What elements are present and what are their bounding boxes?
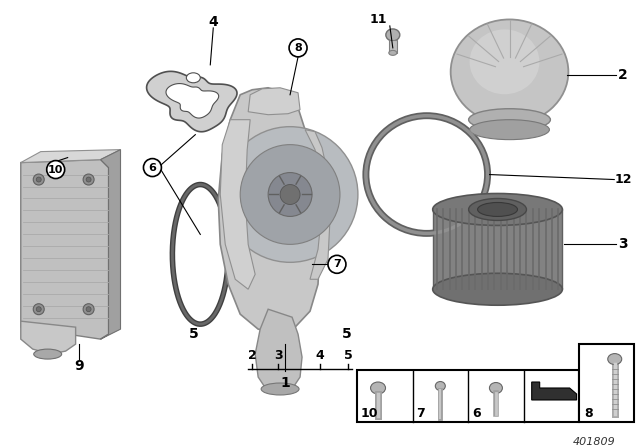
Text: 6: 6 — [472, 407, 481, 420]
Text: 5: 5 — [344, 349, 352, 362]
Circle shape — [33, 304, 44, 314]
Text: 10: 10 — [48, 164, 63, 175]
Ellipse shape — [451, 19, 568, 124]
Circle shape — [328, 255, 346, 273]
Polygon shape — [20, 321, 76, 354]
Ellipse shape — [34, 349, 61, 359]
Ellipse shape — [477, 202, 518, 216]
Polygon shape — [100, 150, 120, 339]
Ellipse shape — [389, 50, 397, 56]
Circle shape — [268, 172, 312, 216]
Text: 11: 11 — [369, 13, 387, 26]
Polygon shape — [305, 129, 330, 279]
Circle shape — [280, 185, 300, 204]
Ellipse shape — [371, 382, 385, 394]
Ellipse shape — [433, 194, 563, 225]
Circle shape — [143, 159, 161, 177]
Circle shape — [86, 177, 91, 182]
Circle shape — [47, 160, 65, 179]
Polygon shape — [20, 150, 120, 163]
Ellipse shape — [470, 30, 540, 94]
Text: 7: 7 — [417, 407, 425, 420]
Ellipse shape — [435, 382, 445, 391]
Circle shape — [83, 304, 94, 314]
Polygon shape — [218, 88, 320, 332]
Circle shape — [33, 174, 44, 185]
Ellipse shape — [490, 383, 502, 393]
Text: 10: 10 — [361, 407, 378, 420]
Circle shape — [289, 39, 307, 57]
Circle shape — [83, 174, 94, 185]
Polygon shape — [255, 309, 302, 392]
Ellipse shape — [386, 29, 400, 41]
Polygon shape — [20, 159, 109, 339]
Polygon shape — [389, 40, 397, 53]
Text: 1: 1 — [280, 376, 290, 390]
Text: 7: 7 — [333, 259, 341, 269]
Polygon shape — [147, 71, 237, 132]
Polygon shape — [166, 84, 219, 118]
Polygon shape — [532, 382, 577, 400]
Text: 401809: 401809 — [573, 437, 616, 447]
Ellipse shape — [186, 73, 200, 83]
Text: 3: 3 — [274, 349, 282, 362]
Polygon shape — [248, 88, 300, 115]
Polygon shape — [220, 120, 255, 289]
Circle shape — [36, 177, 41, 182]
Ellipse shape — [261, 383, 299, 395]
Text: 6: 6 — [148, 163, 156, 172]
Ellipse shape — [470, 120, 549, 140]
Text: 5: 5 — [188, 327, 198, 341]
Text: 4: 4 — [209, 15, 218, 29]
Ellipse shape — [468, 109, 550, 131]
Bar — [579, 344, 634, 422]
Text: 8: 8 — [584, 407, 593, 420]
Circle shape — [36, 307, 41, 312]
Text: 5: 5 — [342, 327, 352, 341]
Polygon shape — [433, 210, 563, 289]
Ellipse shape — [608, 353, 621, 365]
Text: 2: 2 — [618, 68, 628, 82]
Text: 4: 4 — [316, 349, 324, 362]
Ellipse shape — [433, 273, 563, 305]
Text: 2: 2 — [248, 349, 257, 362]
Text: 3: 3 — [618, 237, 628, 251]
Ellipse shape — [468, 198, 527, 220]
Circle shape — [86, 307, 91, 312]
Circle shape — [240, 145, 340, 244]
Text: 8: 8 — [294, 43, 302, 53]
Text: 12: 12 — [614, 173, 632, 186]
Bar — [357, 370, 579, 422]
Circle shape — [222, 127, 358, 263]
Text: 9: 9 — [74, 359, 83, 373]
